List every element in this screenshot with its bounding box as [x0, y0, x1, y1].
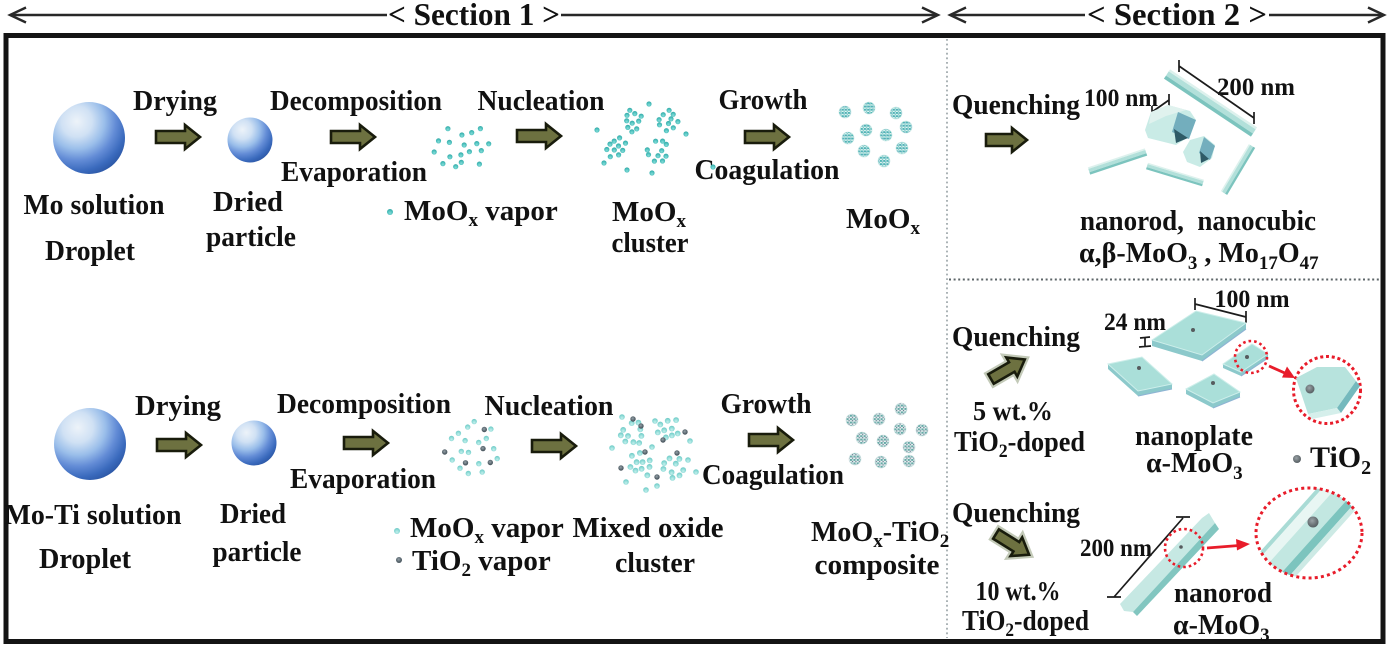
svg-text:Droplet: Droplet	[39, 544, 132, 575]
svg-text:TiO2: TiO2	[1310, 441, 1371, 479]
svg-text:nanoplate: nanoplate	[1135, 421, 1253, 452]
svg-text:Quenching: Quenching	[952, 322, 1080, 353]
svg-text:composite: composite	[815, 550, 940, 581]
svg-text:200 nm: 200 nm	[1217, 74, 1295, 101]
svg-text:Drying: Drying	[133, 86, 217, 117]
svg-text:MoOx: MoOx	[612, 196, 686, 232]
svg-text:TiO2-doped: TiO2-doped	[954, 427, 1085, 462]
svg-text:5 wt.%: 5 wt.%	[973, 396, 1053, 426]
svg-text:Mo-Ti solution: Mo-Ti solution	[5, 500, 182, 531]
svg-text:TiO2 vapor: TiO2 vapor	[412, 545, 551, 581]
svg-text:Quenching: Quenching	[952, 498, 1080, 529]
svg-text:100 nm: 100 nm	[1215, 286, 1290, 313]
svg-text:Coagulation: Coagulation	[695, 155, 840, 186]
svg-text:MoOx vapor: MoOx vapor	[404, 195, 558, 231]
svg-text:Evaporation: Evaporation	[281, 157, 427, 188]
svg-text:cluster: cluster	[612, 228, 689, 259]
svg-text:10 wt.%: 10 wt.%	[976, 576, 1061, 606]
svg-text:Dried: Dried	[213, 187, 283, 218]
svg-text:TiO2-doped: TiO2-doped	[962, 606, 1089, 641]
svg-text:Quenching: Quenching	[952, 90, 1080, 121]
svg-text:Nucleation: Nucleation	[485, 391, 614, 422]
svg-text:Coagulation: Coagulation	[702, 460, 844, 491]
svg-text:MoOx-TiO2: MoOx-TiO2	[811, 517, 949, 552]
svg-text:Mixed oxide: Mixed oxide	[573, 513, 724, 544]
svg-text:Growth: Growth	[719, 85, 808, 116]
svg-text:Evaporation: Evaporation	[290, 464, 436, 495]
svg-text:Growth: Growth	[721, 389, 812, 420]
svg-text:cluster: cluster	[615, 548, 695, 579]
svg-text:< Section 2 >: < Section 2 >	[1087, 0, 1267, 32]
svg-text:MoOx: MoOx	[846, 203, 920, 239]
svg-text:particle: particle	[206, 222, 296, 253]
svg-text:MoOx vapor: MoOx vapor	[410, 512, 564, 548]
svg-text:Nucleation: Nucleation	[478, 86, 605, 117]
svg-text:< Section 1 >: < Section 1 >	[388, 0, 560, 32]
svg-text:nanorod: nanorod	[1174, 578, 1272, 609]
svg-text:200 nm: 200 nm	[1080, 535, 1152, 562]
svg-text:Decomposition: Decomposition	[277, 389, 451, 420]
svg-text:100 nm: 100 nm	[1084, 85, 1158, 112]
svg-text:particle: particle	[213, 537, 302, 568]
svg-text:24 nm: 24 nm	[1104, 309, 1166, 336]
svg-text:α-MoO3: α-MoO3	[1173, 610, 1270, 646]
svg-text:Dried: Dried	[220, 499, 286, 530]
svg-text:α,β-MoO3 , Mo17O47: α,β-MoO3 , Mo17O47	[1079, 238, 1319, 274]
svg-text:Mo solution: Mo solution	[24, 190, 165, 221]
svg-text:nanorod, nanocubic: nanorod, nanocubic	[1080, 206, 1316, 237]
svg-text:α-MoO3: α-MoO3	[1146, 448, 1243, 484]
svg-text:Droplet: Droplet	[45, 236, 136, 267]
svg-text:Drying: Drying	[135, 391, 221, 422]
svg-text:Decomposition: Decomposition	[270, 86, 442, 117]
